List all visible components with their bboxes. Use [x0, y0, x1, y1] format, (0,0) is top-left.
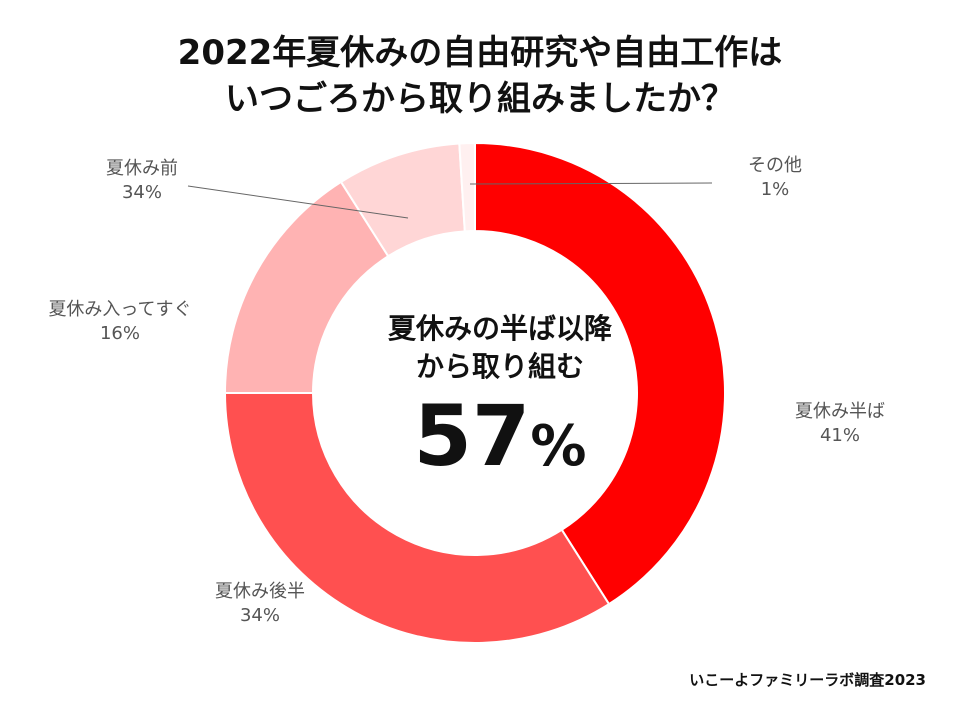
- label-other: その他 1%: [735, 154, 815, 202]
- label-early: 夏休み入ってすぐ 16%: [20, 298, 220, 346]
- title-line-2: いつごろから取り組みましたか？: [225, 79, 735, 119]
- label-before-value: 34%: [121, 182, 162, 203]
- slice-middle: [474, 141, 726, 606]
- leader-line-other: [469, 182, 713, 185]
- center-value: 57%: [300, 388, 700, 495]
- label-late: 夏休み後半 34%: [190, 580, 330, 628]
- center-unit: %: [530, 414, 587, 479]
- label-middle: 夏休み半ば 41%: [770, 400, 910, 448]
- label-early-name: 夏休み入ってすぐ: [48, 299, 192, 320]
- chart-title: 2022年夏休みの自由研究や自由工作は いつごろから取り組みましたか？: [0, 30, 960, 122]
- slice-late: [223, 392, 611, 644]
- slice-other: [458, 141, 476, 233]
- source-note: いこーよファミリーラボ調査2023: [689, 671, 926, 689]
- label-before-name: 夏休み前: [106, 158, 178, 179]
- center-line-2: から取り組む: [415, 350, 584, 383]
- center-line-1: 夏休みの半ば以降: [387, 312, 612, 345]
- center-summary: 夏休みの半ば以降 から取り組む 57%: [300, 310, 700, 495]
- label-late-name: 夏休み後半: [215, 581, 305, 602]
- label-middle-name: 夏休み半ば: [795, 401, 885, 422]
- leader-line-before: [187, 185, 409, 219]
- center-number: 57: [413, 387, 531, 485]
- label-early-value: 16%: [99, 323, 140, 344]
- label-middle-value: 41%: [819, 425, 860, 446]
- label-other-name: その他: [748, 155, 802, 176]
- label-before: 夏休み前 34%: [72, 157, 212, 205]
- label-other-value: 1%: [760, 179, 790, 200]
- label-late-value: 34%: [239, 605, 280, 626]
- title-line-1: 2022年夏休みの自由研究や自由工作は: [177, 33, 783, 73]
